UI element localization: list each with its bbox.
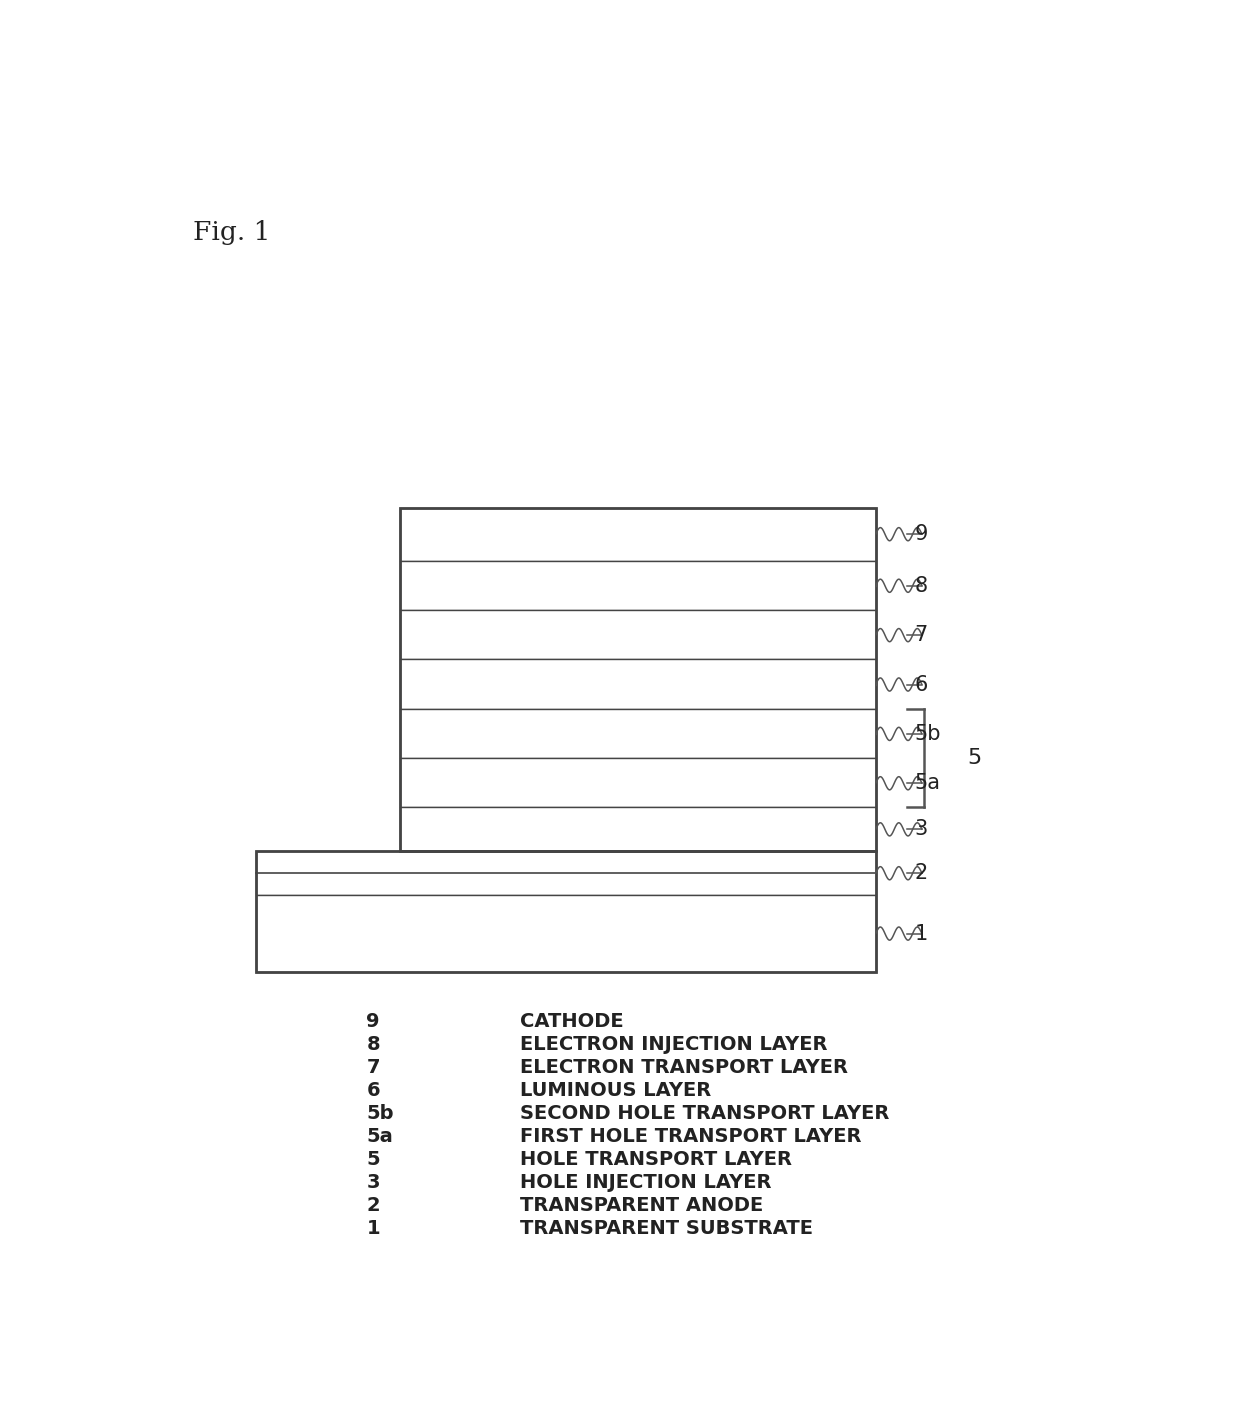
Bar [255,895,875,972]
Bar [401,708,875,758]
Text: HOLE INJECTION LAYER: HOLE INJECTION LAYER [521,1173,771,1193]
Text: 7: 7 [914,626,928,646]
Text: 5a: 5a [367,1127,393,1146]
Text: SECOND HOLE TRANSPORT LAYER: SECOND HOLE TRANSPORT LAYER [521,1104,889,1123]
Bar [401,758,875,808]
Text: ELECTRON INJECTION LAYER: ELECTRON INJECTION LAYER [521,1035,827,1054]
Text: 9: 9 [914,524,928,544]
Text: 6: 6 [914,674,928,694]
Text: CATHODE: CATHODE [521,1012,624,1030]
Bar [401,660,875,708]
Text: 5b: 5b [367,1104,394,1123]
Text: LUMINOUS LAYER: LUMINOUS LAYER [521,1082,712,1100]
Text: 9: 9 [367,1012,379,1030]
Text: 5: 5 [367,1150,379,1168]
Text: Fig. 1: Fig. 1 [193,221,270,245]
Bar [401,808,875,851]
Text: FIRST HOLE TRANSPORT LAYER: FIRST HOLE TRANSPORT LAYER [521,1127,862,1146]
Bar [255,851,875,895]
Text: 3: 3 [914,819,928,839]
Text: 5a: 5a [914,774,940,794]
Text: TRANSPARENT ANODE: TRANSPARENT ANODE [521,1196,764,1216]
Text: 2: 2 [914,864,928,884]
Text: 3: 3 [367,1173,379,1193]
Text: HOLE TRANSPORT LAYER: HOLE TRANSPORT LAYER [521,1150,792,1168]
Bar [401,507,875,851]
Text: 1: 1 [367,1220,379,1238]
Text: 2: 2 [367,1196,379,1216]
Text: 5: 5 [967,748,981,768]
Text: TRANSPARENT SUBSTRATE: TRANSPARENT SUBSTRATE [521,1220,813,1238]
Bar [401,507,875,560]
Text: ELECTRON TRANSPORT LAYER: ELECTRON TRANSPORT LAYER [521,1057,848,1077]
Bar [255,851,875,972]
Text: 7: 7 [367,1057,379,1077]
Bar [401,560,875,610]
Text: 8: 8 [914,576,928,596]
Text: 1: 1 [914,923,928,943]
Text: 6: 6 [367,1082,379,1100]
Bar [401,610,875,660]
Text: 8: 8 [367,1035,379,1054]
Text: 5b: 5b [914,724,941,744]
